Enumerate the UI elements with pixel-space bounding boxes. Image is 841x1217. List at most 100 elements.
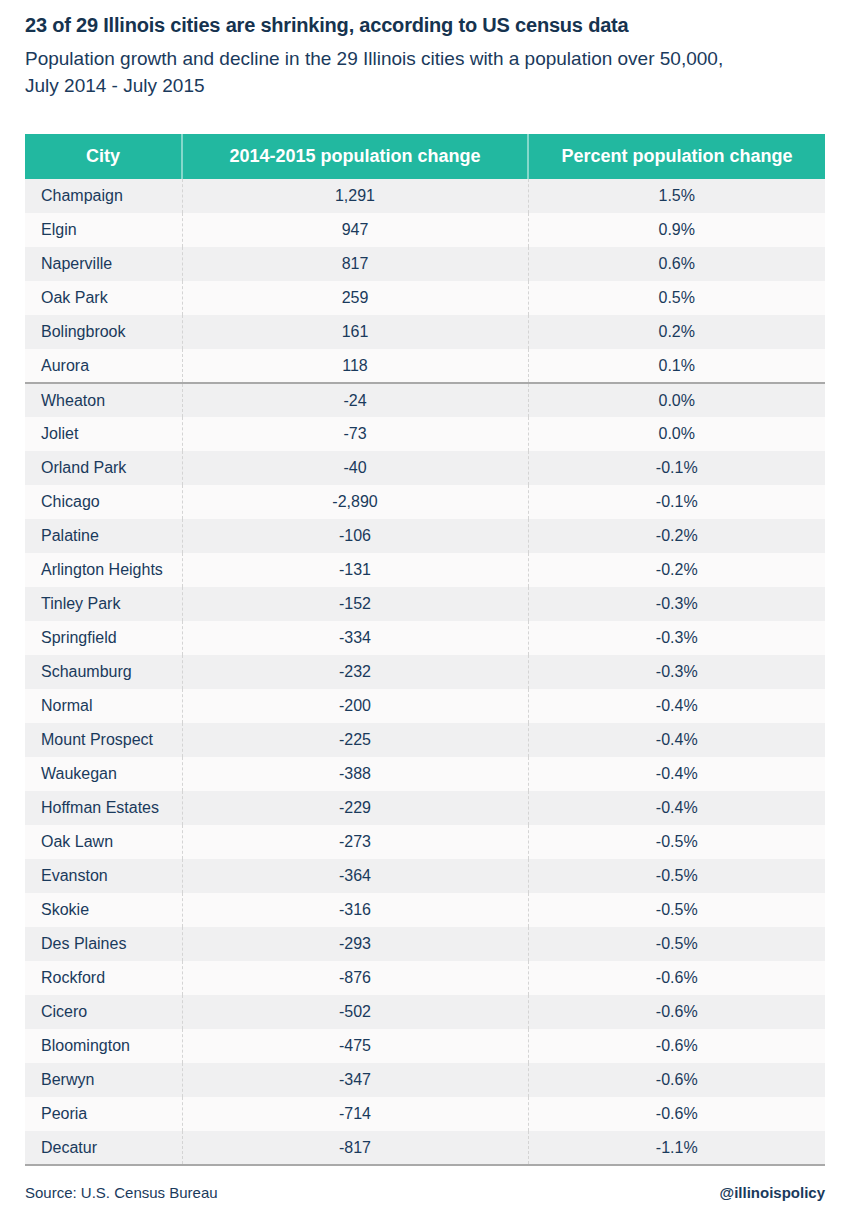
- change-cell: -106: [182, 519, 528, 553]
- table-row: Normal-200-0.4%: [25, 689, 825, 723]
- table-row: Bloomington-475-0.6%: [25, 1029, 825, 1063]
- city-cell: Hoffman Estates: [25, 791, 182, 825]
- city-cell: Normal: [25, 689, 182, 723]
- city-cell: Berwyn: [25, 1063, 182, 1097]
- percent-cell: 0.0%: [528, 383, 825, 417]
- change-cell: -502: [182, 995, 528, 1029]
- change-cell: -334: [182, 621, 528, 655]
- change-cell: -876: [182, 961, 528, 995]
- city-cell: Decatur: [25, 1131, 182, 1165]
- percent-cell: -0.4%: [528, 689, 825, 723]
- table-header-row: City 2014-2015 population change Percent…: [25, 134, 825, 179]
- city-cell: Bloomington: [25, 1029, 182, 1063]
- column-header-city: City: [25, 134, 182, 179]
- page-title: 23 of 29 Illinois cities are shrinking, …: [25, 14, 825, 37]
- change-cell: -817: [182, 1131, 528, 1165]
- percent-cell: 0.0%: [528, 417, 825, 451]
- table-row: Joliet-730.0%: [25, 417, 825, 451]
- table-row: Hoffman Estates-229-0.4%: [25, 791, 825, 825]
- change-cell: -347: [182, 1063, 528, 1097]
- percent-cell: -0.4%: [528, 723, 825, 757]
- percent-cell: -0.6%: [528, 1097, 825, 1131]
- percent-cell: -0.2%: [528, 519, 825, 553]
- column-header-percent-change: Percent population change: [528, 134, 825, 179]
- change-cell: -152: [182, 587, 528, 621]
- table-row: Des Plaines-293-0.5%: [25, 927, 825, 961]
- table-row: Bolingbrook1610.2%: [25, 315, 825, 349]
- percent-cell: -0.3%: [528, 587, 825, 621]
- city-cell: Elgin: [25, 213, 182, 247]
- city-cell: Joliet: [25, 417, 182, 451]
- change-cell: 947: [182, 213, 528, 247]
- percent-cell: -0.6%: [528, 1029, 825, 1063]
- change-cell: 118: [182, 349, 528, 383]
- change-cell: -316: [182, 893, 528, 927]
- change-cell: 259: [182, 281, 528, 315]
- city-cell: Des Plaines: [25, 927, 182, 961]
- change-cell: -232: [182, 655, 528, 689]
- percent-cell: -0.3%: [528, 621, 825, 655]
- table-row: Orland Park-40-0.1%: [25, 451, 825, 485]
- table-row: Aurora1180.1%: [25, 349, 825, 383]
- city-cell: Wheaton: [25, 383, 182, 417]
- table-row: Rockford-876-0.6%: [25, 961, 825, 995]
- percent-cell: 1.5%: [528, 179, 825, 213]
- percent-cell: -0.6%: [528, 961, 825, 995]
- city-cell: Mount Prospect: [25, 723, 182, 757]
- table-body: Champaign1,2911.5%Elgin9470.9%Naperville…: [25, 179, 825, 1165]
- percent-cell: -1.1%: [528, 1131, 825, 1165]
- city-cell: Chicago: [25, 485, 182, 519]
- change-cell: -2,890: [182, 485, 528, 519]
- change-cell: 1,291: [182, 179, 528, 213]
- infographic-page: 23 of 29 Illinois cities are shrinking, …: [0, 0, 841, 1201]
- city-cell: Waukegan: [25, 757, 182, 791]
- percent-cell: 0.6%: [528, 247, 825, 281]
- percent-cell: -0.6%: [528, 995, 825, 1029]
- change-cell: -475: [182, 1029, 528, 1063]
- page-header: 23 of 29 Illinois cities are shrinking, …: [25, 14, 825, 99]
- city-cell: Peoria: [25, 1097, 182, 1131]
- change-cell: -73: [182, 417, 528, 451]
- table-row: Tinley Park-152-0.3%: [25, 587, 825, 621]
- table-row: Berwyn-347-0.6%: [25, 1063, 825, 1097]
- percent-cell: -0.4%: [528, 791, 825, 825]
- table-row: Oak Lawn-273-0.5%: [25, 825, 825, 859]
- city-cell: Evanston: [25, 859, 182, 893]
- city-cell: Tinley Park: [25, 587, 182, 621]
- percent-cell: -0.5%: [528, 927, 825, 961]
- table-row: Schaumburg-232-0.3%: [25, 655, 825, 689]
- percent-cell: -0.5%: [528, 859, 825, 893]
- city-cell: Schaumburg: [25, 655, 182, 689]
- change-cell: -388: [182, 757, 528, 791]
- city-cell: Orland Park: [25, 451, 182, 485]
- city-cell: Aurora: [25, 349, 182, 383]
- change-cell: -364: [182, 859, 528, 893]
- table-row: Cicero-502-0.6%: [25, 995, 825, 1029]
- change-cell: 817: [182, 247, 528, 281]
- table-row: Elgin9470.9%: [25, 213, 825, 247]
- change-cell: -40: [182, 451, 528, 485]
- change-cell: -229: [182, 791, 528, 825]
- table-row: Oak Park2590.5%: [25, 281, 825, 315]
- table-row: Chicago-2,890-0.1%: [25, 485, 825, 519]
- table-row: Skokie-316-0.5%: [25, 893, 825, 927]
- change-cell: -225: [182, 723, 528, 757]
- source-note: Source: U.S. Census Bureau: [25, 1184, 218, 1201]
- city-cell: Bolingbrook: [25, 315, 182, 349]
- population-table: City 2014-2015 population change Percent…: [25, 134, 825, 1166]
- city-cell: Arlington Heights: [25, 553, 182, 587]
- percent-cell: 0.2%: [528, 315, 825, 349]
- city-cell: Oak Lawn: [25, 825, 182, 859]
- percent-cell: -0.1%: [528, 451, 825, 485]
- table-row: Peoria-714-0.6%: [25, 1097, 825, 1131]
- table-row: Mount Prospect-225-0.4%: [25, 723, 825, 757]
- table-row: Palatine-106-0.2%: [25, 519, 825, 553]
- column-header-population-change: 2014-2015 population change: [182, 134, 528, 179]
- table-row: Waukegan-388-0.4%: [25, 757, 825, 791]
- table-row: Springfield-334-0.3%: [25, 621, 825, 655]
- percent-cell: -0.4%: [528, 757, 825, 791]
- city-cell: Springfield: [25, 621, 182, 655]
- change-cell: -131: [182, 553, 528, 587]
- change-cell: -200: [182, 689, 528, 723]
- table-row: Decatur-817-1.1%: [25, 1131, 825, 1165]
